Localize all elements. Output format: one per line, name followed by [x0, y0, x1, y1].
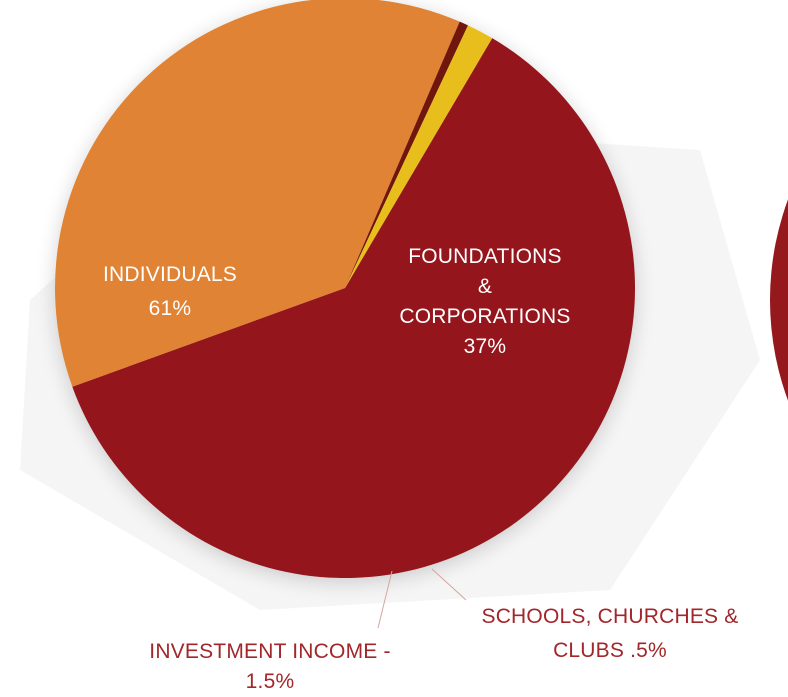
pie-slice-investment-income: [345, 25, 493, 288]
label-foundations: FOUNDATIONS & CORPORATIONS 37%: [365, 242, 605, 362]
label-investment-text: INVESTMENT INCOME - 1.5%: [149, 640, 391, 693]
label-schools-line1: SCHOOLS, CHURCHES &: [481, 605, 739, 628]
label-individuals-value: 61%: [148, 297, 192, 320]
label-schools-line2: CLUBS .5%: [553, 639, 667, 662]
label-foundations-value: 37%: [463, 335, 507, 358]
pie-slice-foundations-corporations: [55, 0, 460, 387]
pie-chart: [55, 0, 636, 579]
label-individuals-name: INDIVIDUALS: [102, 263, 238, 286]
label-schools: SCHOOLS, CHURCHES & CLUBS .5%: [440, 600, 780, 668]
label-individuals: INDIVIDUALS 61%: [80, 258, 260, 326]
label-investment-income: INVESTMENT INCOME - 1.5%: [130, 637, 410, 697]
leader-line-investment: [377, 570, 393, 629]
label-foundations-line1: FOUNDATIONS: [408, 245, 562, 268]
label-foundations-line3: CORPORATIONS: [399, 305, 571, 328]
pie-slice-schools-churches-clubs: [345, 21, 469, 289]
label-foundations-ampersand: &: [477, 275, 493, 298]
pie-slice-individuals: [72, 38, 636, 579]
second-pie-partial: [770, 199, 788, 401]
leader-line-schools: [431, 568, 467, 601]
